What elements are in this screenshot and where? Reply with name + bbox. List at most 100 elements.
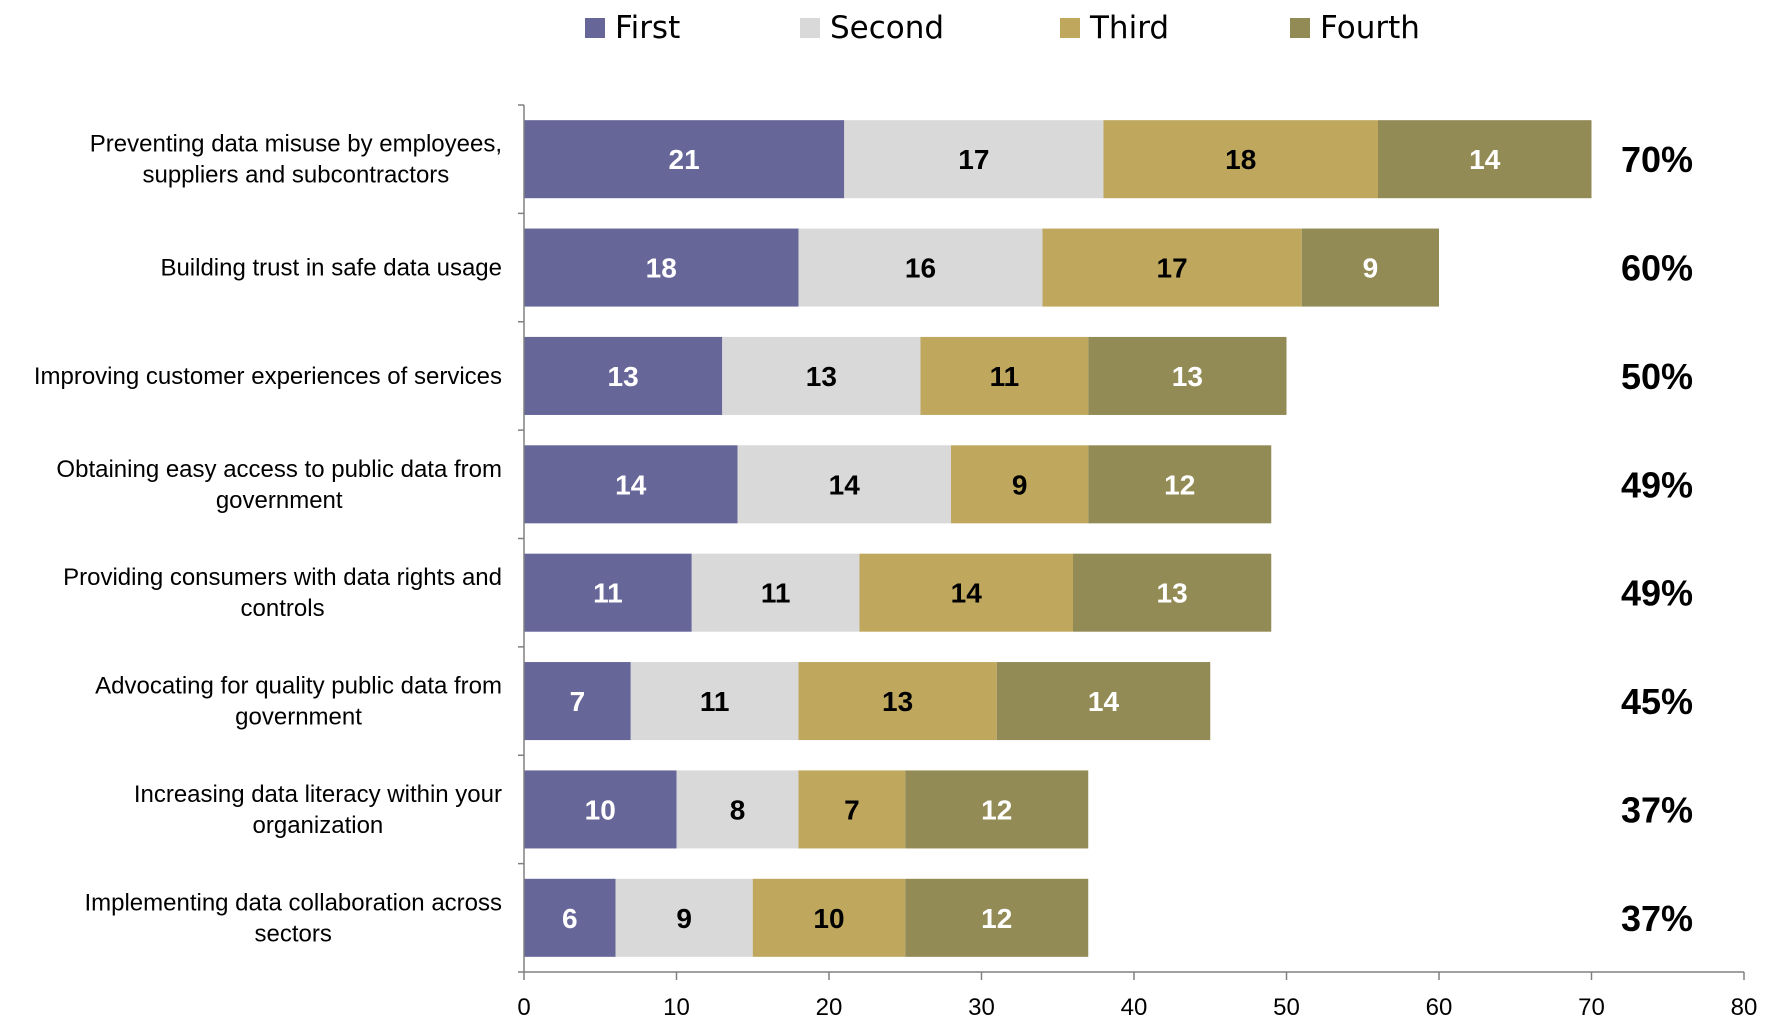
category-label-line: organization	[253, 812, 384, 839]
bar-third-8	[752, 878, 906, 957]
total-label-3: 50%	[1621, 356, 1693, 397]
bar-third-7	[798, 770, 906, 849]
data-label-third-3: 11	[990, 361, 1020, 392]
total-labels: 70% 60% 50% 49% 49% 45% 37% 37%	[1621, 139, 1693, 939]
bar-third-5	[859, 553, 1073, 632]
data-label-second-3: 13	[806, 361, 837, 392]
data-label-first-3: 13	[608, 361, 639, 392]
legend-label-first: First	[615, 10, 680, 46]
bar-first-6	[524, 662, 631, 741]
bar-first-8	[524, 878, 616, 957]
category-label-line: controls	[241, 595, 325, 622]
data-label-fourth-2: 9	[1363, 253, 1379, 284]
data-label-first-2: 18	[646, 253, 677, 284]
legend-label-third: Third	[1089, 10, 1169, 46]
bar-first-7	[524, 770, 677, 849]
bar-first-5	[524, 553, 692, 632]
category-label-line: Building trust in safe data usage	[160, 255, 502, 282]
bar-second-6	[630, 662, 799, 741]
bar-fourth-7	[905, 770, 1089, 849]
bar-fourth-2	[1301, 228, 1439, 307]
data-label-fourth-8: 12	[981, 903, 1012, 934]
bar-second-7	[676, 770, 799, 849]
data-label-first-7: 10	[585, 794, 616, 825]
category-label-line: government	[216, 487, 343, 514]
category-label-line: suppliers and subcontractors	[142, 162, 449, 189]
category-label-line: sectors	[255, 920, 332, 947]
category-label-4: Obtaining easy access to public data fro…	[56, 456, 502, 514]
data-label-first-6: 7	[570, 686, 586, 717]
bar-fourth-3	[1088, 336, 1287, 415]
data-label-fourth-1: 14	[1469, 144, 1501, 175]
data-label-third-8: 10	[813, 903, 844, 934]
category-label-line: Improving customer experiences of servic…	[34, 363, 502, 390]
data-label-second-8: 9	[676, 903, 692, 934]
legend-swatch-third	[1060, 18, 1080, 38]
axes: 0 10 20 30 40 50 60 70 80	[517, 104, 1758, 1021]
legend-swatch-second	[800, 18, 820, 38]
data-label-fourth-4: 12	[1164, 469, 1195, 500]
bar-first-1	[524, 120, 845, 199]
category-label-8: Implementing data collaboration across se…	[84, 889, 502, 947]
x-tick-label-30: 30	[968, 994, 995, 1021]
bar-second-5	[691, 553, 860, 632]
bar-second-3	[722, 336, 921, 415]
data-label-first-8: 6	[562, 903, 578, 934]
x-tick-label-80: 80	[1731, 994, 1758, 1021]
legend: First Second Third Fourth	[585, 10, 1420, 46]
data-label-third-1: 18	[1225, 144, 1256, 175]
data-label-second-2: 16	[905, 253, 936, 284]
bar-third-4	[951, 445, 1089, 524]
category-label-line: Providing consumers with data rights and	[63, 564, 502, 591]
data-label-first-1: 21	[669, 144, 700, 175]
bar-fourth-4	[1088, 445, 1272, 524]
bar-second-2	[798, 228, 1043, 307]
x-tick-label-40: 40	[1121, 994, 1148, 1021]
data-label-fourth-7: 12	[981, 794, 1012, 825]
data-label-third-6: 13	[882, 686, 913, 717]
data-label-second-6: 11	[700, 686, 730, 717]
data-label-second-7: 8	[730, 794, 746, 825]
category-label-line: government	[235, 704, 362, 731]
category-label-line: Implementing data collaboration across	[84, 889, 502, 916]
bar-first-4	[524, 445, 738, 524]
data-label-third-2: 17	[1157, 253, 1188, 284]
total-label-8: 37%	[1621, 898, 1693, 939]
category-label-6: Advocating for quality public data from g…	[95, 673, 502, 731]
data-label-fourth-6: 14	[1088, 686, 1120, 717]
legend-swatch-first	[585, 18, 605, 38]
bar-third-2	[1042, 228, 1302, 307]
total-label-2: 60%	[1621, 248, 1693, 289]
bar-fourth-6	[996, 662, 1211, 741]
bar-second-4	[737, 445, 951, 524]
legend-swatch-fourth	[1290, 18, 1310, 38]
data-label-first-5: 11	[593, 578, 623, 609]
total-label-1: 70%	[1621, 139, 1693, 180]
category-label-1: Preventing data misuse by employees, supp…	[90, 131, 502, 189]
category-label-3: Improving customer experiences of servic…	[34, 363, 502, 390]
bars: 21 17 18 14 18 16 17 9 13 13 11 13 14 14 9 12 11 11 14 13 7 1…	[524, 120, 1592, 957]
x-tick-label-20: 20	[816, 994, 843, 1021]
bar-fourth-1	[1378, 120, 1592, 199]
bar-second-8	[615, 878, 753, 957]
legend-label-fourth: Fourth	[1320, 10, 1420, 46]
category-label-line: Preventing data misuse by employees,	[90, 131, 502, 158]
bar-third-1	[1103, 120, 1378, 199]
category-label-5: Providing consumers with data rights and…	[63, 564, 502, 622]
bar-third-6	[798, 662, 997, 741]
bar-third-3	[920, 336, 1089, 415]
category-label-line: Increasing data literacy within your	[134, 781, 502, 808]
x-tick-label-70: 70	[1578, 994, 1605, 1021]
data-label-third-5: 14	[951, 578, 983, 609]
data-label-third-4: 9	[1012, 469, 1028, 500]
category-label-2: Building trust in safe data usage	[160, 255, 502, 282]
category-labels: Preventing data misuse by employees, supp…	[34, 131, 502, 948]
data-label-fourth-5: 13	[1157, 578, 1188, 609]
data-label-second-1: 17	[958, 144, 989, 175]
total-label-4: 49%	[1621, 464, 1693, 505]
bar-first-3	[524, 336, 723, 415]
bar-fourth-8	[905, 878, 1089, 957]
x-tick-label-60: 60	[1426, 994, 1453, 1021]
total-label-7: 37%	[1621, 789, 1693, 830]
